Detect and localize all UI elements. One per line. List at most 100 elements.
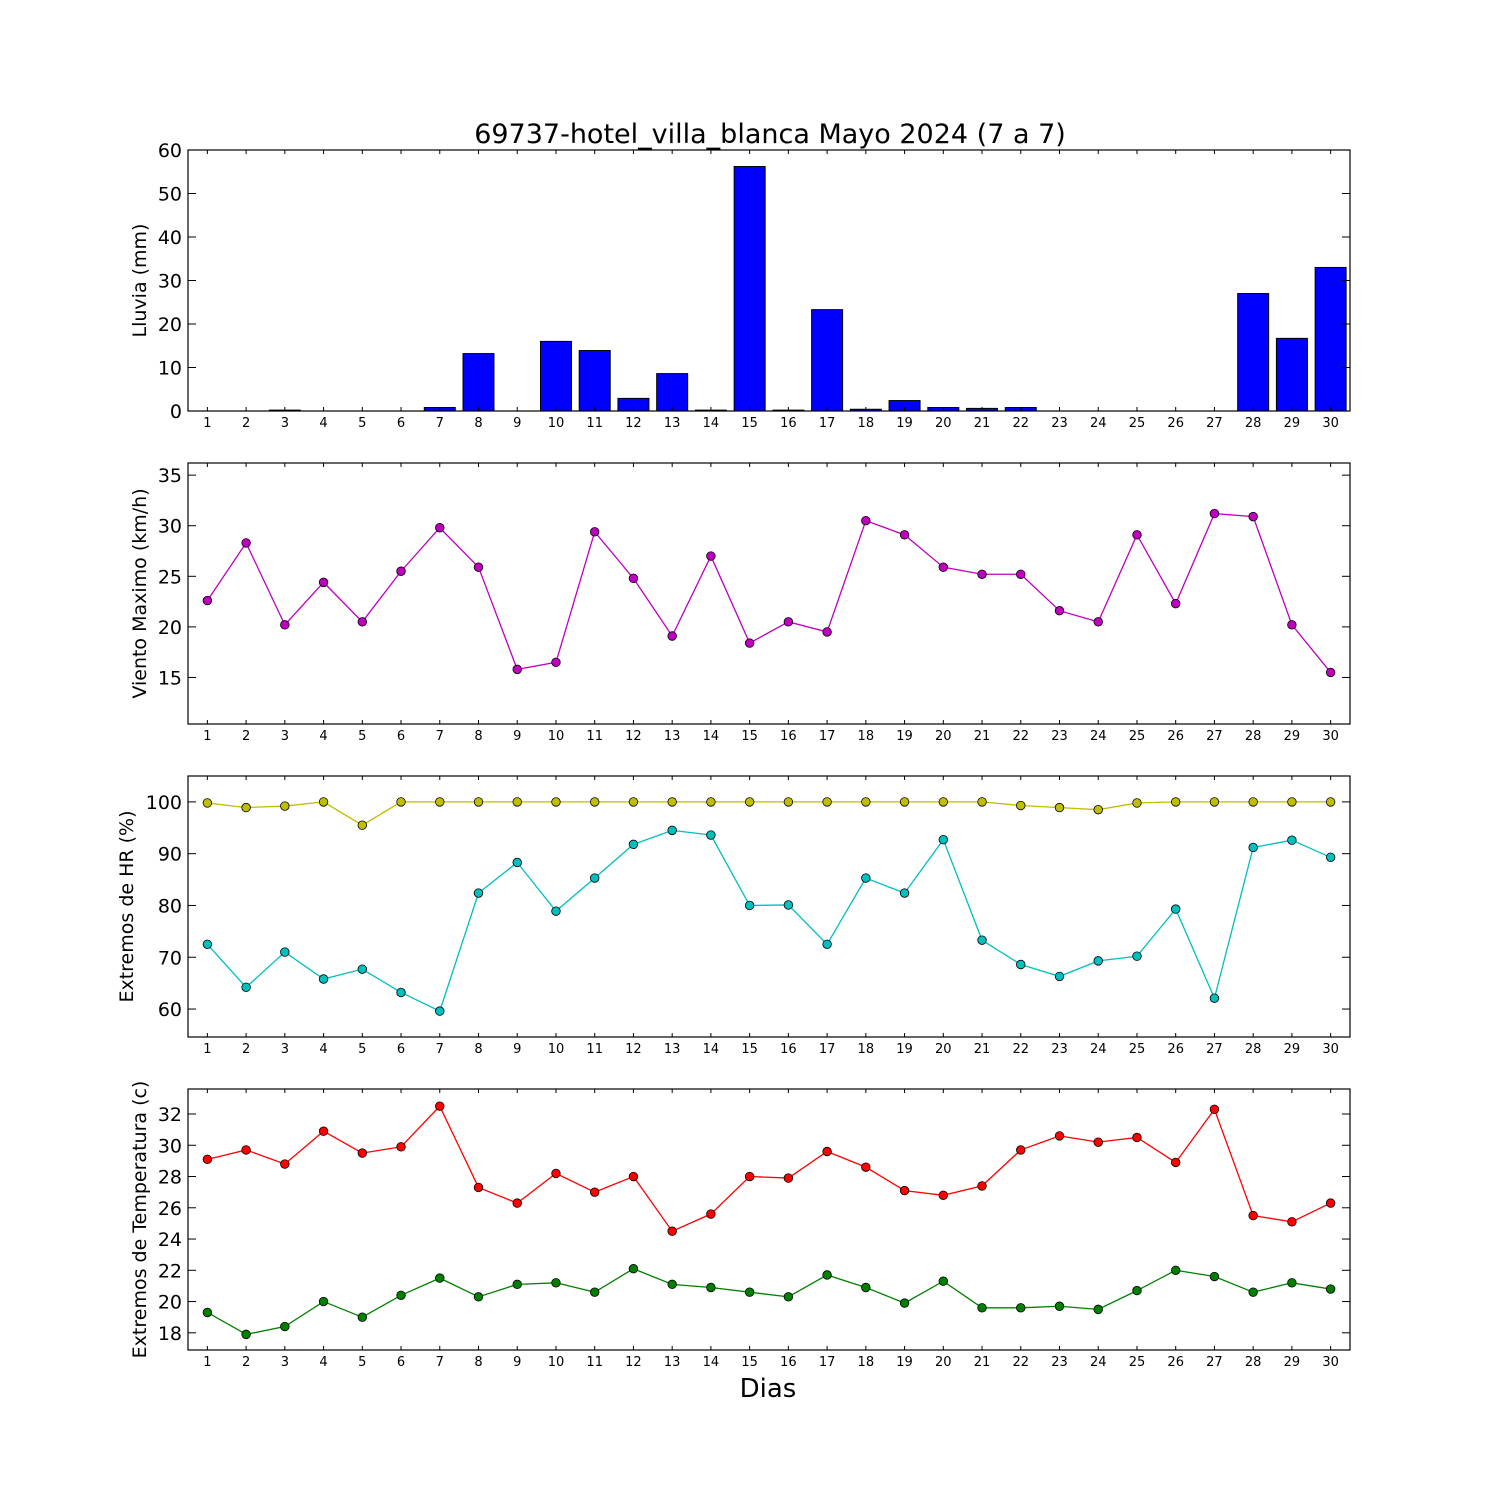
x-tick-label: 8 [474,416,482,431]
x-tick-label: 14 [703,416,720,431]
hr-min-point [473,888,484,898]
y-tick-label: 24 [158,1229,182,1251]
wind-point [241,538,251,548]
x-tick-label: 5 [358,1355,366,1370]
temp-min-point [473,1292,484,1302]
temp-max-point [1248,1210,1258,1221]
temp-max-point [241,1145,251,1155]
x-tick-label: 2 [242,729,250,744]
x-tick-label: 1 [203,1042,211,1057]
temp-min-point [822,1270,832,1280]
temperature-axes-frame [187,1088,1351,1351]
wind-point [1170,598,1181,609]
x-tick-label: 13 [664,1355,681,1370]
x-tick-label: 19 [896,416,913,431]
temp-max-point [744,1171,755,1182]
temp-min-point [241,1329,251,1340]
x-tick-label: 2 [242,1355,250,1370]
rain-y-axis-label: Lluvia (mm) [129,224,151,338]
rain-bar [733,166,766,412]
wind-point [435,523,445,533]
temp-min-point [1170,1265,1181,1275]
x-tick-label: 24 [1090,1355,1107,1370]
x-tick-label: 30 [1322,729,1339,744]
hr-min-point [938,835,949,845]
hr-max-point [1325,797,1336,807]
x-tick-label: 9 [513,1355,521,1370]
wind-line [206,512,1332,673]
y-tick-label: 26 [158,1198,182,1220]
x-tick-label: 25 [1129,1355,1146,1370]
x-tick-label: 15 [741,416,758,431]
x-tick-label: 24 [1090,416,1107,431]
temp-min-point [357,1312,368,1322]
hr-max-point [628,797,639,807]
hr-max-point [1132,798,1142,808]
x-tick-label: 25 [1129,416,1146,431]
rain-bar [539,340,572,412]
x-tick-label: 16 [780,729,797,744]
temp-min-point [628,1264,639,1274]
temp-max-point [706,1209,716,1219]
wind-point [667,631,677,641]
hr-min-point [1016,959,1026,970]
x-tick-label: 1 [203,1355,211,1370]
temp-max-point [1287,1217,1297,1227]
y-tick-label: 30 [158,516,182,538]
temp-min-point [1054,1301,1065,1311]
x-tick-label: 18 [858,1042,875,1057]
hr-max-point [1054,802,1065,813]
wind-point [318,577,329,588]
rain-bar [462,353,495,412]
y-tick-label: 28 [158,1167,182,1189]
temp-min-point [744,1287,755,1297]
x-tick-label: 30 [1322,1355,1339,1370]
x-tick-label: 9 [513,1042,521,1057]
temp-min-point [1248,1287,1258,1297]
wind-axes-frame [187,462,1351,725]
x-tick-label: 13 [664,416,681,431]
x-tick-label: 28 [1245,1355,1262,1370]
x-tick-label: 23 [1051,416,1068,431]
x-tick-label: 19 [896,1042,913,1057]
temp-max-point [783,1173,794,1183]
temp-max-point [899,1185,910,1196]
wind-point [1093,617,1103,627]
hr-min-point [202,939,213,950]
temp-min-point [1093,1304,1103,1315]
x-tick-label: 30 [1322,1042,1339,1057]
temp-min-point [1132,1285,1142,1296]
x-tick-label: 20 [935,1355,952,1370]
wind-point [783,617,794,627]
hr-min-point [1170,904,1181,914]
wind-point [396,566,406,576]
temp-max-point [1170,1157,1181,1168]
x-tick-label: 22 [1012,729,1029,744]
x-tick-label: 17 [819,416,836,431]
wind-point [1209,508,1220,519]
hr-min-point [1248,842,1258,853]
x-tick-label: 17 [819,1042,836,1057]
temp-max-point [357,1148,368,1158]
hr-min-point [1054,971,1065,982]
temp-min-point [938,1276,949,1286]
x-tick-label: 27 [1206,416,1223,431]
x-tick-label: 7 [436,1042,444,1057]
hr-min-point [1287,835,1297,845]
wind-point [1132,530,1142,540]
hr-min-point [1132,951,1142,961]
x-tick-label: 26 [1167,729,1184,744]
x-tick-label: 22 [1012,1042,1029,1057]
temp-max-point [473,1182,484,1193]
wind-point [1248,511,1258,522]
hr-max-point [783,797,794,807]
x-tick-label: 14 [703,729,720,744]
y-tick-label: 10 [158,358,182,380]
x-tick-label: 11 [586,729,603,744]
y-tick-label: 100 [146,792,182,814]
x-tick-label: 16 [780,416,797,431]
x-tick-label: 20 [935,729,952,744]
temp-max-point [822,1146,832,1157]
x-tick-label: 11 [586,416,603,431]
x-tick-label: 10 [548,1042,565,1057]
